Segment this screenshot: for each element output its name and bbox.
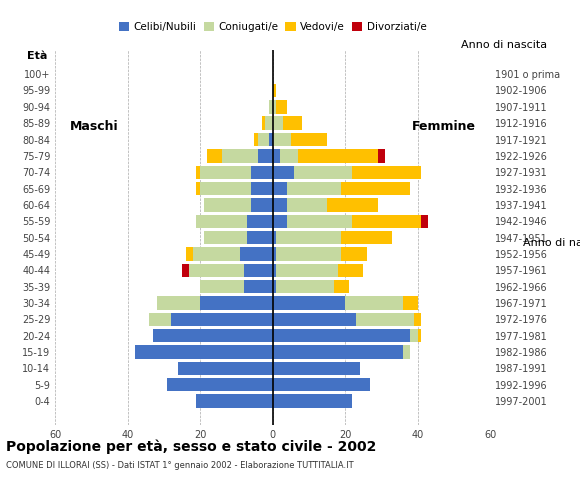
Bar xyxy=(276,264,338,277)
Bar xyxy=(342,231,392,244)
Bar xyxy=(273,312,356,326)
Bar xyxy=(200,182,251,195)
Bar xyxy=(352,215,421,228)
Bar xyxy=(171,312,273,326)
Bar xyxy=(291,133,327,146)
Bar xyxy=(197,395,273,408)
Bar xyxy=(258,133,269,146)
Bar xyxy=(334,280,349,293)
Bar xyxy=(287,198,327,212)
Bar xyxy=(342,247,367,261)
Bar xyxy=(273,362,360,375)
Bar xyxy=(327,198,378,212)
Bar xyxy=(287,215,352,228)
Bar xyxy=(273,345,403,359)
Bar xyxy=(207,149,222,163)
Bar xyxy=(247,215,273,228)
Bar xyxy=(273,378,371,391)
Bar xyxy=(244,280,273,293)
Bar xyxy=(276,247,342,261)
Bar xyxy=(157,296,200,310)
Text: Maschi: Maschi xyxy=(70,120,118,133)
Bar xyxy=(352,166,421,179)
Bar xyxy=(269,100,273,113)
Bar xyxy=(403,345,410,359)
Bar xyxy=(273,231,276,244)
Bar xyxy=(262,117,265,130)
Bar xyxy=(418,329,421,342)
Bar xyxy=(273,215,287,228)
Bar xyxy=(273,133,291,146)
Bar xyxy=(182,264,189,277)
Bar xyxy=(421,215,429,228)
Bar xyxy=(269,133,273,146)
Legend: Celibi/Nubili, Coniugati/e, Vedovi/e, Divorziati/e: Celibi/Nubili, Coniugati/e, Vedovi/e, Di… xyxy=(115,18,430,36)
Bar xyxy=(273,166,294,179)
Bar xyxy=(273,329,410,342)
Bar xyxy=(258,149,273,163)
Bar xyxy=(197,166,200,179)
Bar xyxy=(189,264,244,277)
Bar xyxy=(273,296,345,310)
Bar xyxy=(178,362,273,375)
Bar xyxy=(265,117,273,130)
Bar xyxy=(298,149,378,163)
Bar xyxy=(168,378,273,391)
Text: COMUNE DI ILLORAI (SS) - Dati ISTAT 1° gennaio 2002 - Elaborazione TUTTITALIA.IT: COMUNE DI ILLORAI (SS) - Dati ISTAT 1° g… xyxy=(6,461,353,470)
Bar xyxy=(204,198,251,212)
Bar xyxy=(247,231,273,244)
Bar xyxy=(149,312,171,326)
Bar xyxy=(273,100,276,113)
Bar xyxy=(273,117,284,130)
Bar xyxy=(193,247,240,261)
Bar xyxy=(273,182,287,195)
Bar xyxy=(403,296,418,310)
Bar xyxy=(197,215,247,228)
Bar xyxy=(251,182,273,195)
Text: Anno di nascita: Anno di nascita xyxy=(461,40,546,50)
Bar xyxy=(200,280,244,293)
Bar xyxy=(222,149,258,163)
Bar xyxy=(273,280,276,293)
Bar xyxy=(276,231,342,244)
Bar xyxy=(273,247,276,261)
Bar xyxy=(273,149,280,163)
Bar xyxy=(273,198,287,212)
Bar xyxy=(135,345,273,359)
Bar xyxy=(345,296,403,310)
Bar xyxy=(251,166,273,179)
Bar xyxy=(244,264,273,277)
Text: Popolazione per età, sesso e stato civile - 2002: Popolazione per età, sesso e stato civil… xyxy=(6,439,376,454)
Bar xyxy=(378,149,385,163)
Bar xyxy=(186,247,193,261)
Bar xyxy=(294,166,352,179)
Bar xyxy=(251,198,273,212)
Bar xyxy=(273,264,276,277)
Bar xyxy=(200,296,273,310)
Bar xyxy=(153,329,273,342)
Bar xyxy=(197,182,200,195)
Bar xyxy=(276,280,334,293)
Bar xyxy=(204,231,247,244)
Text: Femmine: Femmine xyxy=(412,120,476,133)
Bar xyxy=(287,182,342,195)
Bar xyxy=(273,84,276,97)
Bar xyxy=(255,133,258,146)
Text: Età: Età xyxy=(27,51,48,61)
Bar xyxy=(280,149,298,163)
Bar xyxy=(410,329,418,342)
Bar xyxy=(414,312,421,326)
Bar xyxy=(338,264,363,277)
Bar xyxy=(284,117,302,130)
Bar xyxy=(273,395,352,408)
Bar xyxy=(342,182,410,195)
Bar xyxy=(200,166,251,179)
Y-axis label: Anno di nascita: Anno di nascita xyxy=(523,238,580,248)
Bar xyxy=(356,312,414,326)
Bar xyxy=(276,100,287,113)
Bar xyxy=(240,247,273,261)
